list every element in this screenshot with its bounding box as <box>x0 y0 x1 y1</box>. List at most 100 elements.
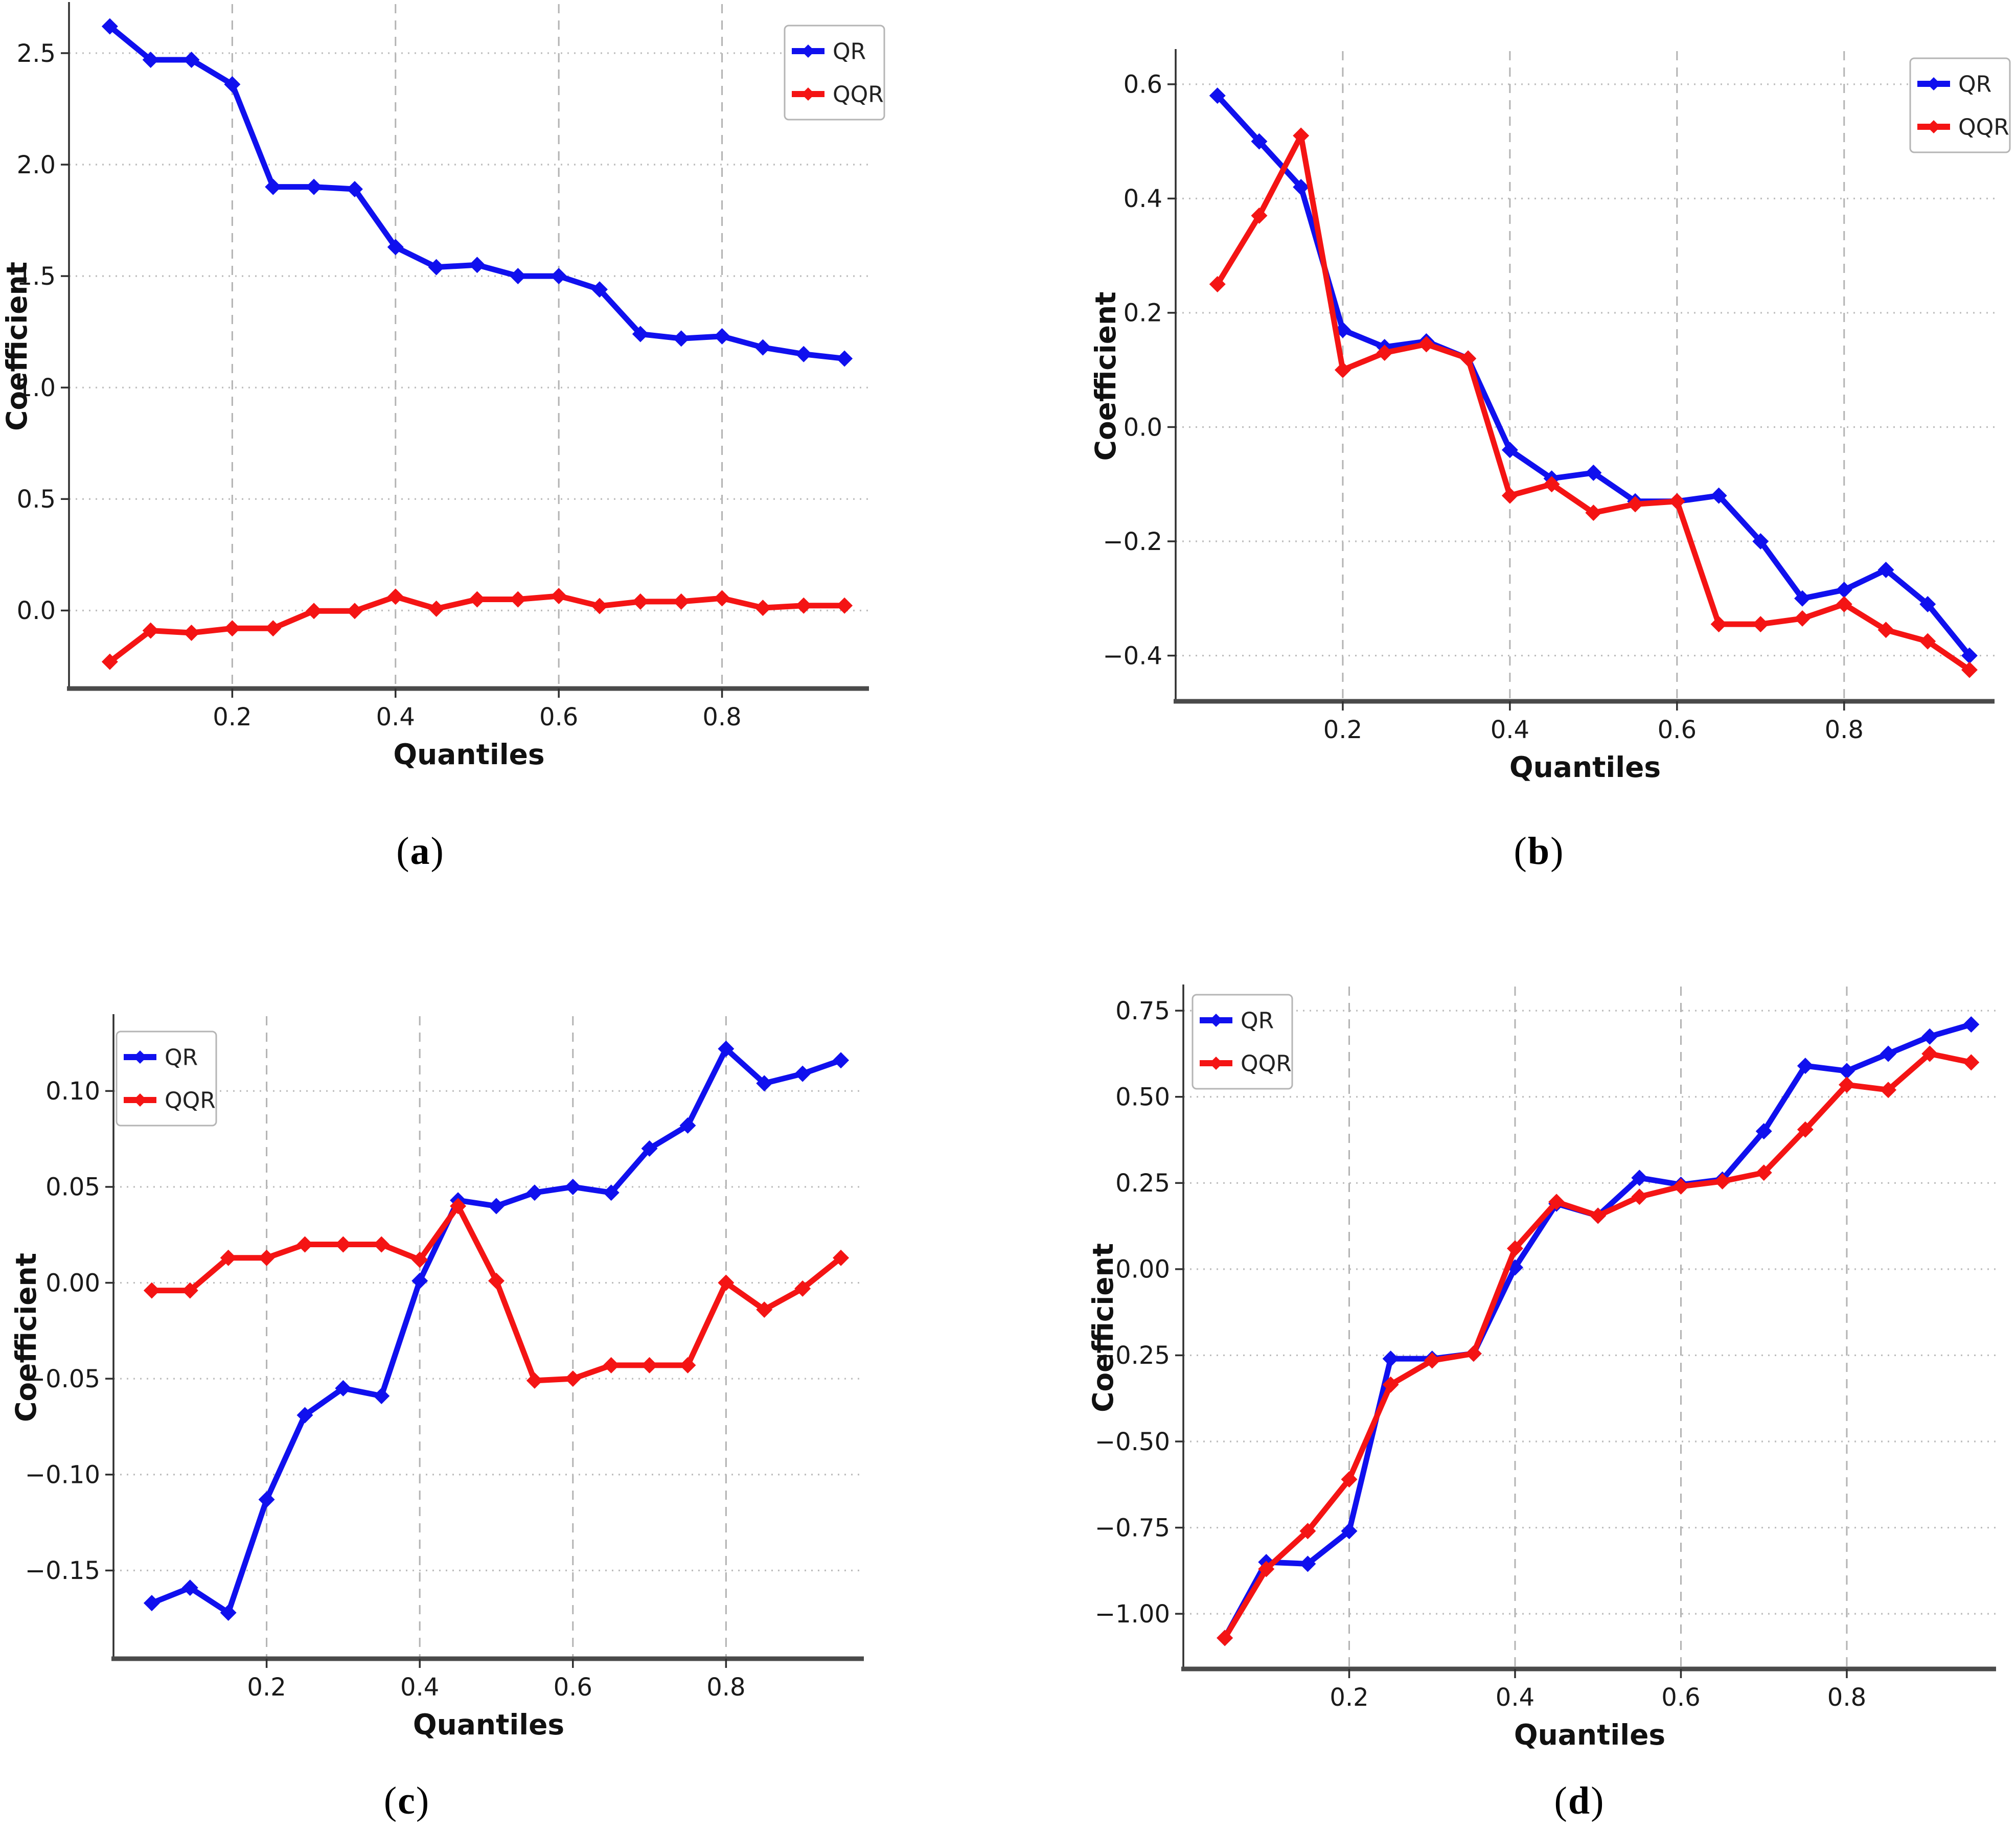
data-point-marker <box>603 1357 620 1373</box>
y-tick-label: 0.05 <box>45 1173 100 1202</box>
legend-sample-marker <box>1209 1057 1223 1070</box>
data-point-marker <box>224 76 241 93</box>
series-qqr <box>1217 1045 1980 1646</box>
data-point-marker <box>296 1407 313 1424</box>
series-line-qqr <box>1222 1050 1974 1641</box>
data-point-marker <box>564 1178 581 1195</box>
y-tick-label: −0.15 <box>25 1556 100 1585</box>
grid-vertical <box>1342 51 1845 701</box>
caption-b-pre: ( <box>1514 830 1528 873</box>
data-point-marker <box>1836 582 1852 599</box>
data-point-marker <box>1963 1054 1980 1071</box>
data-point-marker <box>836 350 853 367</box>
y-tick-label: −0.75 <box>1095 1514 1170 1542</box>
data-point-marker <box>335 1236 352 1253</box>
data-point-marker <box>1919 633 1936 650</box>
data-point-marker <box>1299 1523 1316 1540</box>
data-point-marker <box>1627 496 1644 513</box>
x-axis-ticks: 0.2 0.4 0.6 0.8 <box>247 1659 746 1702</box>
legend: QR QQR <box>1192 994 1293 1090</box>
caption-a-post: ) <box>430 830 445 873</box>
data-point-marker <box>1880 1045 1897 1062</box>
data-point-marker <box>1836 596 1852 612</box>
legend-label-qqr: QQR <box>1958 114 2009 140</box>
y-axis-label-coefficient: Coefficient <box>1089 292 1122 461</box>
x-tick-label: 0.2 <box>1330 1683 1368 1712</box>
x-tick-label: 0.2 <box>213 703 251 731</box>
legend-sample-marker <box>801 44 815 58</box>
data-point-marker <box>794 1280 811 1297</box>
grid-vertical <box>231 4 723 689</box>
data-point-marker <box>673 330 690 347</box>
y-axis-ticks: 0.0 0.5 1.0 1.5 2.0 2.5 <box>17 39 69 625</box>
data-point-marker <box>373 1236 390 1253</box>
data-point-marker <box>679 1357 696 1373</box>
data-point-marker <box>756 1301 773 1318</box>
data-point-marker <box>1382 1376 1399 1393</box>
data-point-marker <box>591 281 608 298</box>
data-point-marker <box>641 1357 658 1373</box>
data-point-marker <box>1548 1194 1565 1210</box>
data-point-marker <box>641 1140 658 1157</box>
x-tick-label: 0.4 <box>376 703 415 731</box>
data-point-marker <box>1506 1240 1523 1257</box>
y-tick-label: −0.05 <box>25 1365 100 1393</box>
data-point-marker <box>754 600 771 616</box>
data-point-marker <box>836 597 853 614</box>
y-tick-label: 0.00 <box>45 1269 100 1297</box>
data-point-marker <box>1585 464 1602 481</box>
data-point-marker <box>526 1372 543 1389</box>
data-point-marker <box>1506 1259 1523 1276</box>
series-markers-qqr <box>143 1198 850 1389</box>
data-point-marker <box>1293 179 1310 196</box>
y-tick-label: −0.10 <box>25 1461 100 1490</box>
series-markers-qr <box>1217 1016 1980 1646</box>
data-point-marker <box>1501 442 1518 459</box>
data-point-marker <box>1501 487 1518 504</box>
y-axis-label-coefficient: Coefficient <box>1087 1243 1119 1412</box>
y-tick-label: 0.50 <box>1115 1083 1170 1112</box>
legend-entry-qqr: QQR <box>792 81 884 107</box>
data-point-marker <box>673 593 690 610</box>
data-point-marker <box>510 591 526 608</box>
y-tick-label: 0.0 <box>1124 413 1162 442</box>
x-tick-label: 0.8 <box>1827 1683 1866 1712</box>
chart-b-svg: −0.4 −0.2 0.0 0.2 0.4 0.6 0.2 0.4 0.6 0.8 Coeffici… <box>1089 49 2011 784</box>
series-qr <box>1209 87 1978 664</box>
series-qqr <box>1209 127 1978 678</box>
series-markers-qqr <box>1209 127 1978 678</box>
y-tick-label: 0.2 <box>1124 299 1162 328</box>
y-tick-label: −0.4 <box>1103 642 1162 670</box>
y-tick-label: 0.0 <box>17 597 56 625</box>
chart-d-svg: −1.00−0.75−0.50−0.250.000.250.500.750.2 0… <box>1087 984 1996 1751</box>
data-point-marker <box>1334 322 1351 338</box>
data-point-marker <box>1293 127 1310 144</box>
x-axis-label-quantiles: Quantiles <box>413 1708 564 1741</box>
data-point-marker <box>591 598 608 614</box>
caption-b-letter: b <box>1527 830 1551 873</box>
chart-panel-a: 0.0 0.5 1.0 1.5 2.0 2.5 0.2 0.4 0.6 0.8 Coefficien… <box>1 0 925 920</box>
caption-d-post: ) <box>1591 1779 1605 1822</box>
legend: QR QQR <box>784 25 885 121</box>
data-point-marker <box>1424 1352 1440 1369</box>
data-point-marker <box>1961 661 1978 678</box>
data-point-marker <box>1668 493 1685 510</box>
series-markers-qqr <box>1217 1045 1980 1646</box>
data-point-marker <box>754 339 771 356</box>
legend-entry-qqr: QQR <box>1917 114 2009 140</box>
legend: QR QQR <box>1909 57 2011 153</box>
data-point-marker <box>1838 1063 1855 1080</box>
data-point-marker <box>1673 1178 1689 1195</box>
data-point-marker <box>142 52 159 68</box>
chart-panel-b: −0.4 −0.2 0.0 0.2 0.4 0.6 0.2 0.4 0.6 0.8 Coeffici… <box>1063 0 2016 920</box>
legend-label-qr: QR <box>1241 1007 1274 1034</box>
data-point-marker <box>632 593 649 610</box>
data-point-marker <box>1382 1350 1399 1367</box>
series-markers-qr <box>101 18 853 367</box>
y-tick-label: 0.6 <box>1124 71 1162 99</box>
y-tick-label: 0.10 <box>45 1077 100 1106</box>
y-tick-label: 0.25 <box>1115 1169 1170 1198</box>
y-axis-label-coefficient: Coefficient <box>5 262 33 431</box>
data-point-marker <box>1794 610 1811 627</box>
y-tick-label: −0.2 <box>1103 528 1162 556</box>
